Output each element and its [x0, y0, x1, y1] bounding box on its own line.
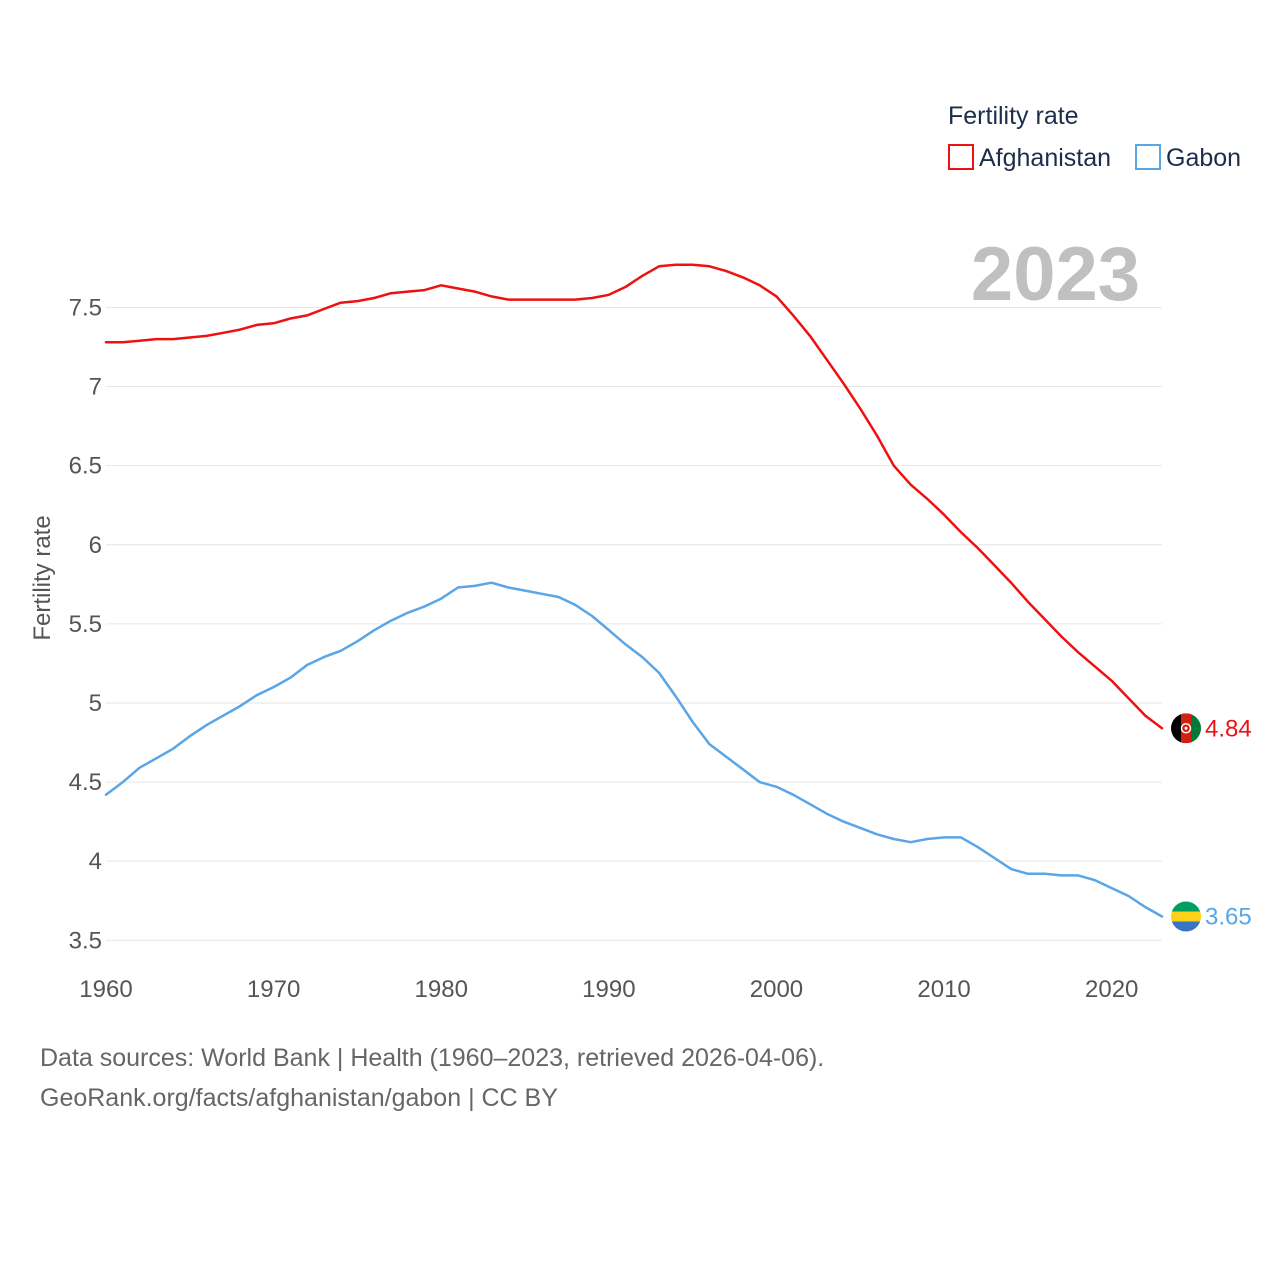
x-axis-ticks: 1960 1970 1980 1990 2000 2010 2020 [79, 976, 1138, 1003]
series-line-gabon[interactable] [104, 581, 1164, 918]
legend-item-afghanistan[interactable]: Afghanistan [948, 144, 1111, 172]
y-axis-title: Fertility rate [29, 515, 56, 640]
legend-label-gabon: Gabon [1166, 144, 1241, 172]
legend: Fertility rate Afghanistan Gabon [948, 102, 1241, 172]
y-tick-label: 7 [89, 374, 102, 401]
grid-lines [106, 306, 1162, 941]
year-label: 2023 [971, 232, 1140, 317]
legend-item-gabon[interactable]: Gabon [1135, 144, 1241, 172]
x-tick-label: 2000 [750, 976, 803, 1003]
afghanistan-flag-icon [1171, 713, 1201, 744]
gabon-flag-icon [1171, 901, 1201, 932]
y-tick-label: 4.5 [69, 769, 102, 796]
legend-label-afghanistan: Afghanistan [979, 144, 1111, 172]
x-tick-label: 2020 [1085, 976, 1138, 1003]
footer-url-license: GeoRank.org/facts/afghanistan/gabon | CC… [40, 1084, 558, 1112]
end-value-afghanistan: 4.84 [1205, 715, 1252, 742]
series-lines [104, 263, 1164, 918]
y-tick-label: 3.5 [69, 927, 102, 954]
x-tick-label: 1960 [79, 976, 132, 1003]
legend-swatch-gabon [1135, 144, 1161, 170]
x-tick-label: 2010 [917, 976, 970, 1003]
y-tick-label: 6.5 [69, 453, 102, 480]
footer-data-sources: Data sources: World Bank | Health (1960–… [40, 1044, 825, 1072]
y-axis-ticks: 3.5 4 4.5 5 5.5 6 6.5 7 7.5 [69, 294, 102, 954]
legend-title: Fertility rate [948, 102, 1079, 130]
y-tick-label: 6 [89, 532, 102, 559]
y-tick-label: 5.5 [69, 611, 102, 638]
x-tick-label: 1970 [247, 976, 300, 1003]
x-tick-label: 1990 [582, 976, 635, 1003]
x-tick-label: 1980 [415, 976, 468, 1003]
series-line-afghanistan[interactable] [104, 263, 1164, 730]
legend-swatch-afghanistan [948, 144, 974, 170]
y-tick-label: 5 [89, 690, 102, 717]
y-tick-label: 4 [89, 848, 102, 875]
y-tick-label: 7.5 [69, 294, 102, 321]
end-value-gabon: 3.65 [1205, 904, 1252, 931]
fertility-chart: 3.5 4 4.5 5 5.5 6 6.5 7 7.5 1960 1970 1980 1990 2000… [29, 102, 1252, 1003]
